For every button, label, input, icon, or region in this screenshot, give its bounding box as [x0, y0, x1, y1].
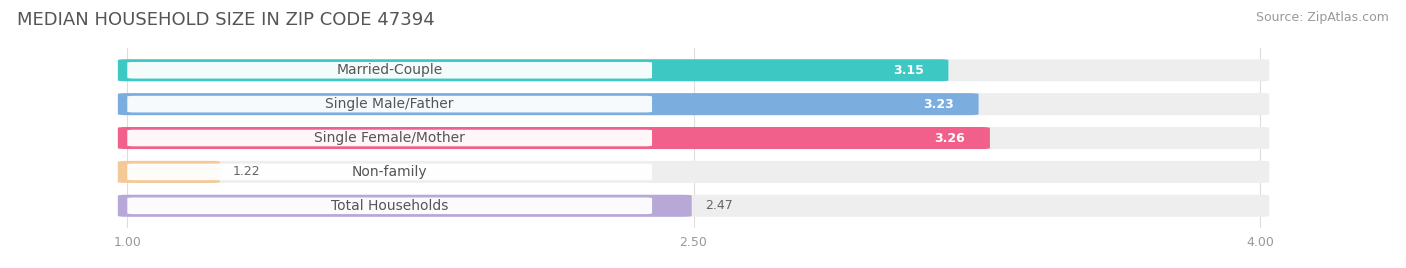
- FancyBboxPatch shape: [118, 93, 979, 115]
- Text: Source: ZipAtlas.com: Source: ZipAtlas.com: [1256, 11, 1389, 24]
- FancyBboxPatch shape: [118, 59, 949, 81]
- FancyBboxPatch shape: [118, 195, 1270, 217]
- Text: Single Male/Father: Single Male/Father: [325, 97, 454, 111]
- FancyBboxPatch shape: [128, 198, 652, 214]
- FancyBboxPatch shape: [118, 161, 219, 183]
- FancyBboxPatch shape: [128, 96, 652, 113]
- Text: 3.15: 3.15: [893, 64, 924, 77]
- Text: 3.23: 3.23: [924, 98, 955, 111]
- Text: Non-family: Non-family: [352, 165, 427, 179]
- FancyBboxPatch shape: [118, 195, 692, 217]
- FancyBboxPatch shape: [118, 127, 1270, 149]
- FancyBboxPatch shape: [118, 161, 1270, 183]
- FancyBboxPatch shape: [128, 130, 652, 146]
- Text: 3.26: 3.26: [935, 132, 966, 144]
- Text: 1.22: 1.22: [233, 165, 260, 178]
- Text: MEDIAN HOUSEHOLD SIZE IN ZIP CODE 47394: MEDIAN HOUSEHOLD SIZE IN ZIP CODE 47394: [17, 11, 434, 29]
- Text: Total Households: Total Households: [330, 199, 449, 213]
- FancyBboxPatch shape: [118, 93, 1270, 115]
- FancyBboxPatch shape: [128, 62, 652, 79]
- FancyBboxPatch shape: [128, 163, 652, 180]
- Text: 2.47: 2.47: [704, 199, 733, 212]
- Text: Single Female/Mother: Single Female/Mother: [314, 131, 465, 145]
- FancyBboxPatch shape: [118, 59, 1270, 81]
- FancyBboxPatch shape: [118, 127, 990, 149]
- Text: Married-Couple: Married-Couple: [336, 63, 443, 77]
